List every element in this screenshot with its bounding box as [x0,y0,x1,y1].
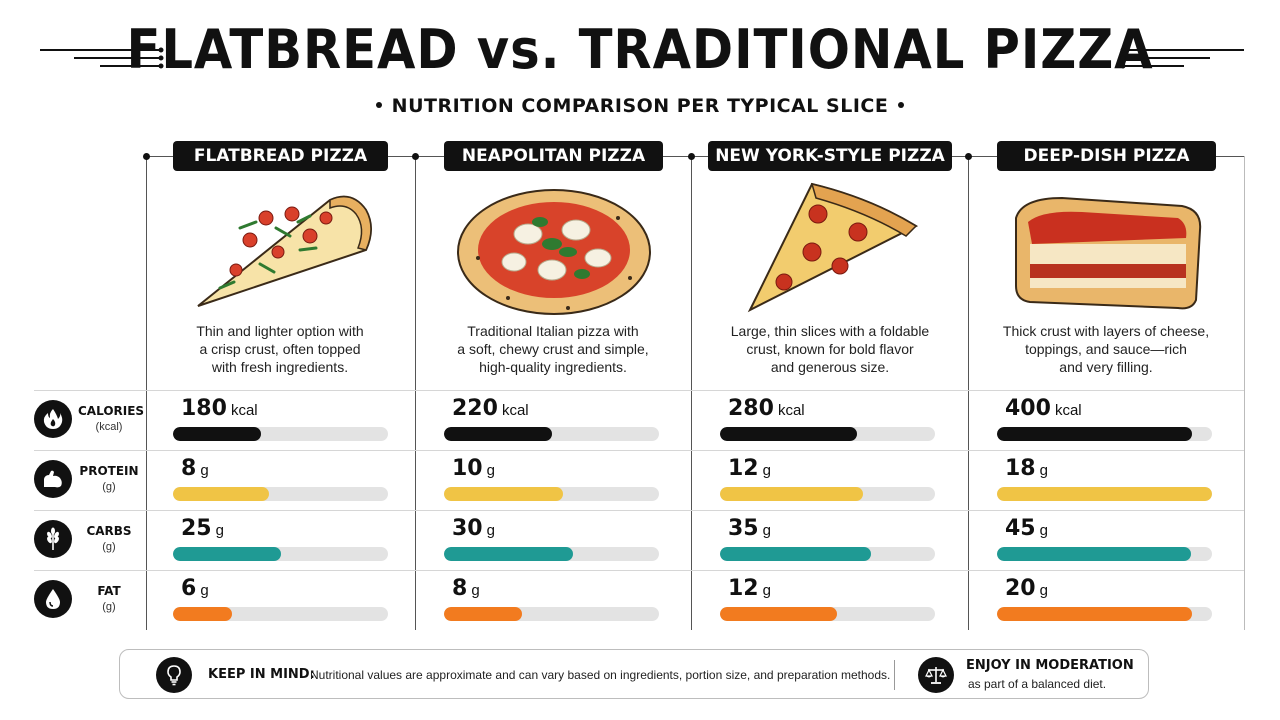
deep-dish-calories-value: 400 kcal [1005,396,1082,421]
flatbread-pizza-illustration [197,195,372,307]
row-divider [34,510,1244,511]
flatbread-fat-bar-fill [173,607,232,621]
flatbread-protein-bar-fill [173,487,269,501]
flatbread-calories-bar-track [173,427,388,441]
deep-dish-fat-value: 20 g [1005,576,1048,601]
new-york-carbs-value: 35 g [728,516,771,541]
neapolitan-fat-bar-fill [444,607,523,621]
column-divider [1244,156,1245,630]
neapolitan-calories-bar-track [444,427,659,441]
lightbulb-icon [156,657,192,693]
flatbread-carbs-bar-fill [173,547,281,561]
keep-in-mind-title: KEEP IN MIND: [208,667,315,682]
enjoy-in-moderation-text: as part of a balanced diet. [968,677,1107,691]
deep-dish-fat-bar-fill [997,607,1193,621]
new-york-pizza-illustration [747,182,919,313]
neapolitan-protein-bar-track [444,487,659,501]
deep-dish-carbs-bar-fill [997,547,1191,561]
fat-row-label: FAT (g) [34,570,146,630]
neapolitan-calories-bar-fill [444,427,552,441]
right-decoration [1120,47,1244,69]
new-york-carbs-bar-track [720,547,935,561]
deep-dish-carbs-value: 45 g [1005,516,1048,541]
new-york-protein-bar-fill [720,487,864,501]
grid-node [412,153,419,160]
grid-node [965,153,972,160]
protein-row-label: PROTEIN (g) [34,450,146,510]
new-york-fat-bar-fill [720,607,838,621]
muscle-arm-icon [34,460,72,498]
column-header-new-york: NEW YORK-STYLE PIZZA [708,141,952,171]
page-title: FLATBREAD vs. TRADITIONAL PIZZA [126,18,1154,81]
flatbread-calories-bar-fill [173,427,261,441]
deep-dish-pizza-illustration [1015,196,1202,310]
new-york-fat-bar-track [720,607,935,621]
enjoy-in-moderation-title: ENJOY IN MODERATION [966,658,1134,673]
carbs-row-label: CARBS (g) [34,510,146,570]
deep-dish-calories-bar-fill [997,427,1193,441]
deep-dish-carbs-bar-track [997,547,1212,561]
balance-scale-icon [918,657,954,693]
neapolitan-carbs-bar-fill [444,547,573,561]
keep-in-mind-text: Nutritional values are approximate and c… [310,668,891,682]
neapolitan-protein-bar-fill [444,487,564,501]
new-york-carbs-bar-fill [720,547,871,561]
grid-node [688,153,695,160]
deep-dish-protein-bar-fill [997,487,1212,501]
neapolitan-description: Traditional Italian pizza with a soft, ch… [457,323,649,375]
row-divider [34,570,1244,571]
new-york-fat-value: 12 g [728,576,771,601]
flatbread-protein-bar-track [173,487,388,501]
deep-dish-protein-value: 18 g [1005,456,1048,481]
flatbread-carbs-value: 25 g [181,516,224,541]
column-divider [691,156,692,630]
footer-note-box: KEEP IN MIND: Nutritional values are app… [119,649,1149,699]
neapolitan-calories-value: 220 kcal [452,396,529,421]
row-divider [34,450,1244,451]
deep-dish-description: Thick crust with layers of cheese, toppin… [1002,323,1210,375]
calories-row-label: CALORIES (kcal) [34,390,146,450]
subtitle: NUTRITION COMPARISON PER TYPICAL SLICE [0,95,1280,117]
neapolitan-carbs-value: 30 g [452,516,495,541]
new-york-description: Large, thin slices with a foldable crust,… [730,323,930,375]
table-top-line [146,156,1244,157]
column-header-flatbread: FLATBREAD PIZZA [173,141,388,171]
deep-dish-calories-bar-track [997,427,1212,441]
flatbread-fat-bar-track [173,607,388,621]
new-york-calories-bar-fill [720,427,857,441]
neapolitan-protein-value: 10 g [452,456,495,481]
new-york-calories-bar-track [720,427,935,441]
wheat-icon [34,520,72,558]
new-york-protein-bar-track [720,487,935,501]
column-divider [968,156,969,630]
deep-dish-fat-bar-track [997,607,1212,621]
flatbread-description: Thin and lighter option with a crisp crus… [196,323,364,375]
neapolitan-carbs-bar-track [444,547,659,561]
row-divider [34,390,1244,391]
column-divider [415,156,416,630]
neapolitan-pizza-illustration [457,189,651,315]
deep-dish-protein-bar-track [997,487,1212,501]
neapolitan-fat-bar-track [444,607,659,621]
grid-node [143,153,150,160]
flame-icon [34,400,72,438]
column-divider [146,156,147,630]
footer-separator [894,660,895,690]
column-header-neapolitan: NEAPOLITAN PIZZA [444,141,663,171]
column-header-deep-dish: DEEP-DISH PIZZA [997,141,1216,171]
left-decoration [40,47,164,69]
droplet-icon [34,580,72,618]
flatbread-calories-value: 180 kcal [181,396,258,421]
new-york-protein-value: 12 g [728,456,771,481]
new-york-calories-value: 280 kcal [728,396,805,421]
flatbread-carbs-bar-track [173,547,388,561]
